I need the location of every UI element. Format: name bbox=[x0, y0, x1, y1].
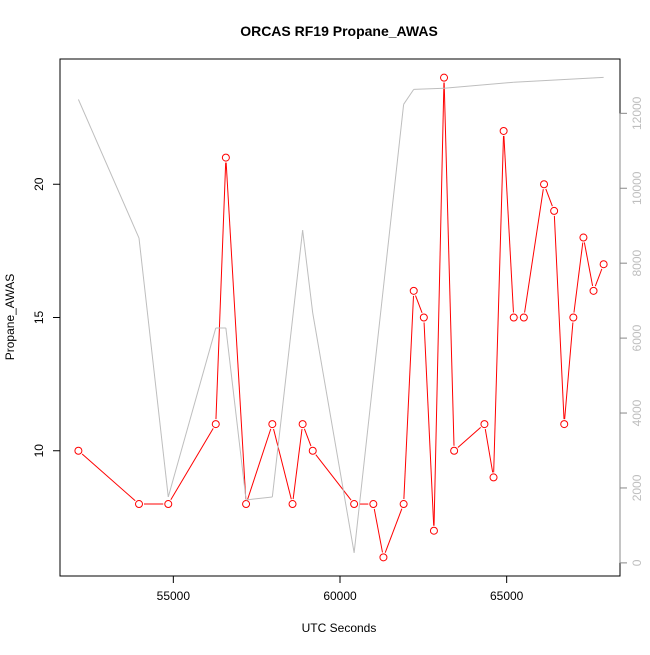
y2-tick-label: 2000 bbox=[630, 474, 644, 501]
y-tick-label: 20 bbox=[32, 177, 46, 191]
series-1-segment bbox=[246, 496, 273, 501]
data-point bbox=[599, 260, 608, 269]
y2-tick-label: 10000 bbox=[630, 171, 644, 205]
series-1-segment bbox=[302, 230, 314, 314]
data-point bbox=[74, 446, 83, 455]
data-point bbox=[242, 500, 251, 509]
y-tick-label: 15 bbox=[32, 311, 46, 325]
data-point bbox=[589, 286, 598, 295]
series-0-segment bbox=[423, 322, 435, 526]
y2-tick-label: 8000 bbox=[630, 250, 644, 277]
series-0-segment bbox=[524, 189, 544, 313]
series-1-segment bbox=[167, 327, 217, 498]
data-point bbox=[560, 420, 569, 429]
data-point bbox=[480, 420, 489, 429]
data-point bbox=[409, 286, 418, 295]
data-point bbox=[379, 553, 388, 562]
series-0-segment bbox=[503, 135, 514, 313]
y-tick-label: 10 bbox=[32, 444, 46, 458]
series-1-segment bbox=[271, 230, 304, 498]
series-0-segment bbox=[443, 82, 455, 446]
data-point bbox=[298, 420, 307, 429]
series-0-segment bbox=[303, 428, 312, 447]
data-point bbox=[519, 313, 528, 322]
series-1-segment bbox=[403, 89, 415, 105]
series-0-segment bbox=[225, 162, 247, 500]
series-0-segment bbox=[457, 427, 482, 448]
series-0-segment bbox=[384, 508, 403, 553]
plot-frame bbox=[59, 58, 621, 577]
y2-tick-label: 0 bbox=[630, 559, 644, 566]
data-point bbox=[399, 500, 408, 509]
series-1-segment bbox=[443, 81, 514, 89]
series-0-segment bbox=[433, 82, 445, 526]
x-axis-label: UTC Seconds bbox=[302, 621, 377, 635]
series-1-segment bbox=[138, 238, 169, 498]
series-0-segment bbox=[247, 428, 272, 500]
data-point bbox=[499, 126, 508, 135]
series-0-segment bbox=[81, 453, 136, 502]
series-1-segment bbox=[513, 76, 604, 83]
data-point bbox=[440, 73, 449, 82]
series-0-segment bbox=[594, 268, 603, 287]
series-1-segment bbox=[312, 312, 355, 553]
series-1-segment bbox=[225, 327, 247, 501]
data-point bbox=[579, 233, 588, 242]
data-point bbox=[369, 500, 378, 509]
series-1-segment bbox=[353, 104, 405, 553]
series-0-segment bbox=[564, 322, 574, 420]
y2-tick-label: 4000 bbox=[630, 399, 644, 426]
data-point bbox=[135, 500, 143, 509]
series-0-segment bbox=[493, 135, 504, 473]
data-point bbox=[429, 526, 438, 535]
data-point bbox=[489, 473, 498, 482]
series-0-segment bbox=[215, 162, 227, 420]
series-0-segment bbox=[292, 428, 303, 500]
series-0-segment bbox=[373, 508, 383, 553]
x-tick-label: 55000 bbox=[157, 589, 191, 603]
data-point bbox=[308, 446, 317, 455]
data-point bbox=[419, 313, 428, 322]
series-0-segment bbox=[573, 242, 584, 313]
series-1-segment bbox=[77, 99, 140, 239]
series-0-segment bbox=[545, 188, 553, 207]
series-0-segment bbox=[403, 295, 414, 500]
series-1-segment bbox=[413, 87, 445, 90]
y2-tick-label: 6000 bbox=[630, 324, 644, 351]
series-0-segment bbox=[553, 215, 565, 420]
data-point bbox=[569, 313, 578, 322]
data-point bbox=[164, 500, 173, 509]
data-point bbox=[211, 420, 220, 429]
data-point bbox=[450, 446, 459, 455]
series-0-segment bbox=[583, 242, 594, 287]
data-point bbox=[288, 500, 297, 509]
series-0-segment bbox=[273, 428, 292, 500]
series-0-segment bbox=[170, 428, 214, 501]
x-tick-label: 65000 bbox=[490, 589, 524, 603]
y2-tick-label: 12000 bbox=[630, 96, 644, 130]
data-point bbox=[540, 180, 549, 189]
series-0-segment bbox=[484, 428, 494, 473]
data-point bbox=[350, 500, 359, 509]
series-0-segment bbox=[315, 454, 352, 501]
chart-title: ORCAS RF19 Propane_AWAS bbox=[240, 23, 438, 39]
data-point bbox=[509, 313, 518, 322]
data-point bbox=[268, 420, 277, 429]
data-point bbox=[550, 206, 559, 215]
data-point bbox=[221, 153, 230, 162]
y-axis-label: Propane_AWAS bbox=[3, 274, 17, 361]
series-0-segment bbox=[415, 295, 423, 314]
x-tick-label: 60000 bbox=[323, 589, 357, 603]
